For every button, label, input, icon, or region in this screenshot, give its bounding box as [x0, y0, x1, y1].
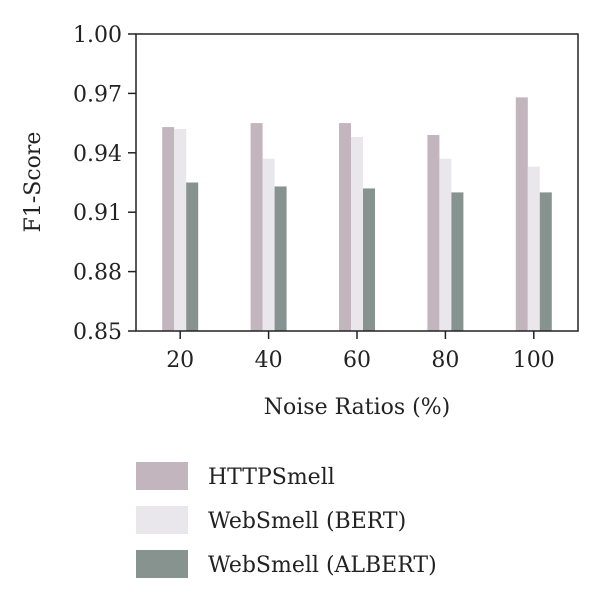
y-tick-label: 0.94	[73, 142, 122, 167]
y-tick-label: 1.00	[73, 23, 122, 48]
bar	[351, 136, 363, 331]
bar	[186, 182, 199, 331]
x-tick-label: 100	[513, 348, 555, 373]
bar	[250, 123, 263, 331]
y-tick-label: 0.85	[73, 320, 122, 345]
legend-swatch	[136, 462, 188, 490]
x-tick-label: 80	[431, 348, 459, 373]
legend-label: WebSmell (ALBERT)	[208, 553, 437, 578]
y-axis: 0.85 0.88 0.91 0.94 0.97 1.00	[73, 23, 136, 345]
legend-swatch	[136, 550, 188, 578]
x-axis: 20 40 60 80 100	[166, 331, 555, 373]
y-axis-title: F1-Score	[21, 132, 46, 233]
bar	[363, 188, 375, 331]
x-axis-title: Noise Ratios (%)	[264, 395, 451, 420]
legend: HTTPSmell WebSmell (BERT) WebSmell (ALBERT…	[136, 462, 437, 578]
bar	[451, 192, 464, 331]
bar	[527, 166, 540, 331]
x-tick-label: 20	[166, 348, 194, 373]
bar	[274, 186, 287, 331]
legend-label: WebSmell (BERT)	[208, 509, 406, 534]
y-tick-label: 0.91	[73, 201, 122, 226]
bar	[427, 134, 440, 331]
x-tick-label: 60	[343, 348, 371, 373]
bar	[262, 158, 275, 331]
y-tick-label: 0.97	[73, 82, 122, 107]
bar	[439, 158, 452, 331]
bar	[515, 97, 528, 331]
bars-group	[162, 97, 552, 331]
bar	[339, 123, 351, 331]
x-tick-label: 40	[255, 348, 283, 373]
bar	[174, 129, 187, 331]
legend-swatch	[136, 506, 188, 534]
bar	[162, 127, 175, 331]
bar	[539, 192, 552, 331]
y-tick-label: 0.88	[73, 261, 122, 286]
legend-label: HTTPSmell	[208, 465, 335, 490]
